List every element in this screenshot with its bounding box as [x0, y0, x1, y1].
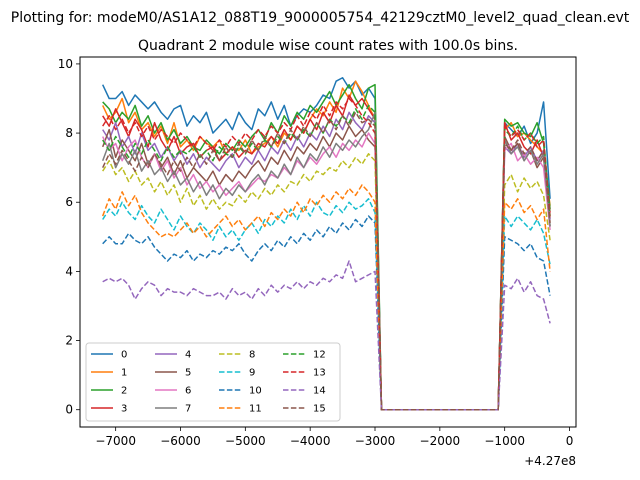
legend-label-12: 12 [313, 350, 326, 361]
x-tick-label: 0 [566, 434, 574, 448]
x-tick-label: −3000 [355, 434, 396, 448]
legend-label-13: 13 [313, 368, 326, 379]
legend-label-6: 6 [185, 386, 191, 397]
chart-title: Quadrant 2 module wise count rates with … [138, 38, 518, 54]
x-tick-label: −1000 [484, 434, 525, 448]
x-offset-label: +4.27e8 [524, 454, 576, 468]
series-line-10 [102, 215, 551, 411]
legend-label-11: 11 [249, 404, 262, 415]
x-tick-label: −4000 [290, 434, 331, 448]
x-tick-label: −5000 [225, 434, 266, 448]
legend-label-1: 1 [121, 368, 127, 379]
axes-frame [79, 56, 577, 428]
legend-label-9: 9 [249, 368, 255, 379]
legend-label-3: 3 [121, 404, 127, 415]
y-tick-label: 2 [65, 334, 73, 348]
y-axis: 0 2 4 6 8 10 [58, 57, 80, 417]
y-tick-label: 6 [65, 195, 73, 209]
x-tick-label: −6000 [160, 434, 201, 448]
y-tick-label: 10 [58, 57, 73, 71]
x-axis: −7000 −6000 −5000 −4000 −3000 −2000 −1000 0 [95, 427, 573, 448]
legend-box [85, 342, 341, 422]
x-tick-label: −7000 [95, 434, 136, 448]
series-line-15 [102, 111, 551, 411]
legend-label-14: 14 [313, 386, 326, 397]
legend-label-0: 0 [121, 350, 127, 361]
legend-label-5: 5 [185, 368, 191, 379]
series-layer [101, 77, 551, 411]
legend-label-7: 7 [185, 404, 191, 415]
y-tick-label: 0 [65, 403, 73, 417]
legend-label-8: 8 [249, 350, 255, 361]
legend-label-2: 2 [121, 386, 127, 397]
y-tick-label: 8 [65, 126, 73, 140]
figure-suptitle: Plotting for: modeM0/AS1A12_088T19_90000… [11, 10, 630, 26]
x-tick-label: −2000 [420, 434, 461, 448]
legend-label-4: 4 [185, 350, 191, 361]
y-tick-label: 4 [65, 264, 73, 278]
legend-label-10: 10 [249, 386, 262, 397]
legend-label-15: 15 [313, 404, 326, 415]
